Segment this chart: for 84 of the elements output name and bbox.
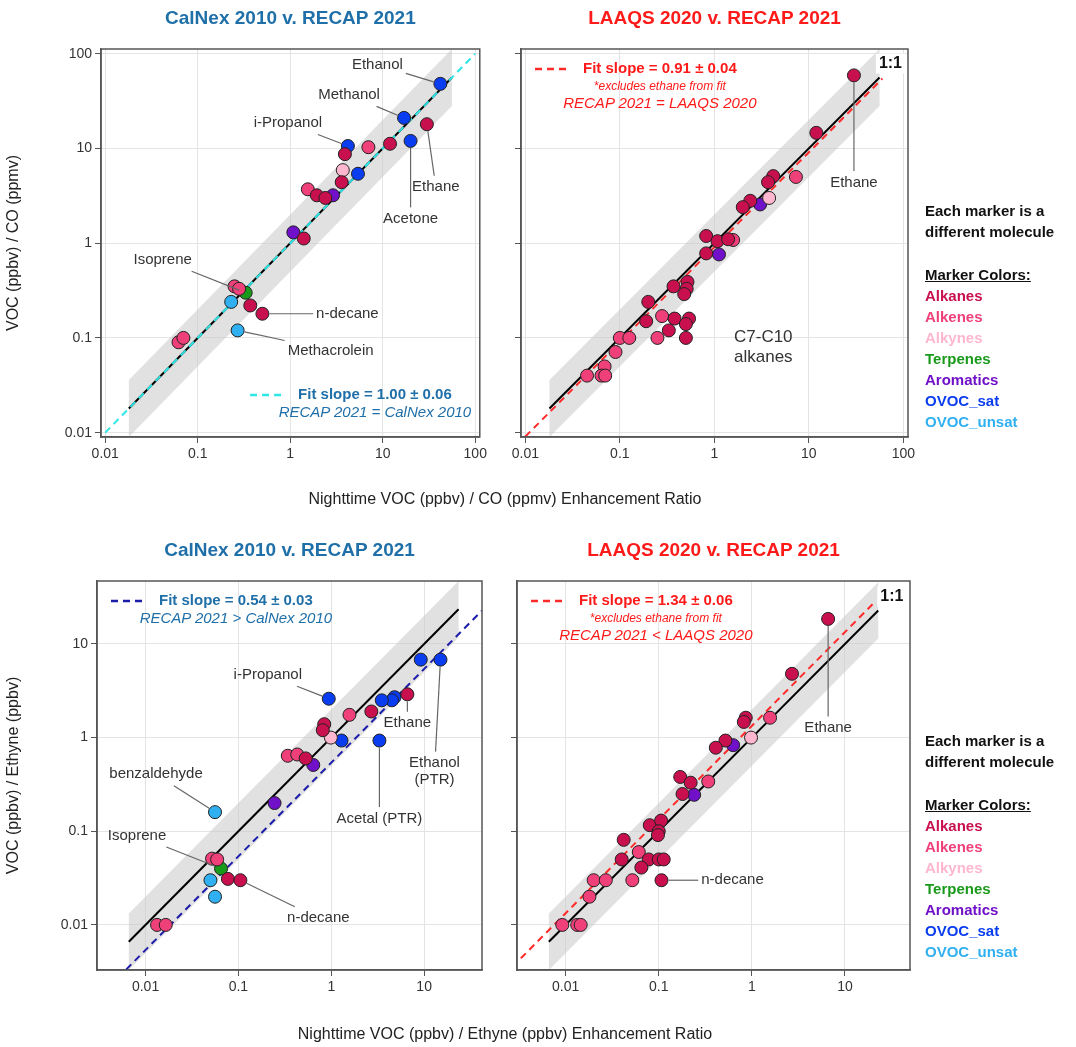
- annotation: *excludes ethane from fit: [589, 611, 723, 626]
- legend-label: Fit slope = 1.34 ± 0.06: [579, 591, 733, 609]
- series-label: 1:1: [880, 586, 904, 604]
- y-axis-title: VOC (ppbv) / CO (ppmv): [4, 154, 22, 332]
- y-axis-title: VOC (ppbv) / Ethyne (ppbv): [4, 676, 22, 875]
- annotation: Isoprene: [107, 825, 167, 843]
- text: Each marker is a different molecule: [925, 731, 1056, 772]
- text: OVOC_sat: [925, 921, 1001, 941]
- annotation: RECAP 2021 < LAAQS 2020: [559, 626, 754, 644]
- x-tick-label: 10: [416, 978, 433, 995]
- x-tick-label: 1: [327, 978, 336, 995]
- x-tick-label: 10: [837, 978, 853, 995]
- annotation: Ethane: [412, 177, 460, 195]
- text: Aromatics: [925, 900, 1000, 920]
- x-tick-label: 0.01: [131, 978, 160, 995]
- x-tick-label: 0.01: [511, 445, 540, 462]
- text: Terpenes: [925, 879, 992, 899]
- text: Alkenes: [925, 307, 984, 327]
- y-tick-label: 0.1: [68, 822, 89, 839]
- annotation: C7-C10 alkanes: [734, 327, 793, 367]
- annotation: Acetal (PTR): [336, 808, 423, 826]
- legend-title: Marker Colors:: [925, 795, 1032, 815]
- text: OVOC_unsat: [925, 942, 1019, 962]
- x-tick-label: 0.01: [91, 445, 120, 462]
- chart-title: CalNex 2010 v. RECAP 2021: [164, 539, 416, 561]
- text: OVOC_unsat: [925, 412, 1019, 432]
- annotation: benzaldehyde: [109, 764, 203, 782]
- x-tick-label: 0.1: [649, 978, 669, 995]
- x-tick-label: 0.1: [610, 445, 630, 462]
- y-tick-label: 10: [76, 139, 93, 156]
- chart-title: CalNex 2010 v. RECAP 2021: [165, 7, 417, 29]
- annotation: RECAP 2021 > CalNex 2010: [139, 609, 333, 627]
- annotation: Ethanol (PTR): [409, 753, 460, 788]
- x-tick-label: 1: [286, 445, 295, 462]
- x-tick-label: 10: [374, 445, 391, 462]
- annotation: Ethanol: [351, 55, 403, 73]
- text: Each marker is a different molecule: [925, 201, 1056, 242]
- x-tick-label: 1: [710, 445, 719, 462]
- text: Alkynes: [925, 858, 984, 878]
- y-tick-label: 1: [84, 234, 93, 251]
- text: Alkynes: [925, 328, 984, 348]
- x-tick-label: 100: [463, 445, 488, 462]
- x-axis-title: Nighttime VOC (ppbv) / CO (ppmv) Enhancement Ratio: [307, 490, 703, 508]
- annotation: Ethane: [804, 718, 852, 736]
- annotation: n-decane: [316, 303, 379, 321]
- annotation: Ethane: [830, 172, 878, 190]
- annotation: Acetone: [383, 209, 439, 227]
- text: Alkenes: [925, 837, 984, 857]
- annotation: i-Propanol: [253, 113, 323, 131]
- annotation: Isoprene: [133, 249, 192, 267]
- x-tick-label: 0.01: [552, 978, 580, 995]
- annotation: i-Propanol: [233, 664, 302, 682]
- x-axis-title: Nighttime VOC (ppbv) / Ethyne (ppbv) Enhancement Ratio: [296, 1025, 714, 1043]
- annotation: n-decane: [287, 908, 350, 926]
- legend-label: Fit slope = 0.91 ± 0.04: [583, 59, 738, 77]
- annotation: RECAP 2021 = LAAQS 2020: [563, 94, 758, 112]
- annotation: Methacrolein: [287, 340, 374, 358]
- x-tick-label: 100: [891, 445, 916, 462]
- y-tick-label: 100: [68, 44, 93, 61]
- chart-title: LAAQS 2020 v. RECAP 2021: [587, 539, 841, 561]
- y-tick-label: 10: [72, 634, 89, 651]
- y-tick-label: 0.01: [60, 915, 89, 932]
- x-tick-label: 10: [801, 445, 817, 462]
- y-tick-label: 0.01: [64, 423, 93, 440]
- text: Alkanes: [925, 286, 984, 306]
- text: Alkanes: [925, 816, 984, 836]
- series-label: 1:1: [878, 53, 903, 71]
- annotation: Ethane: [383, 713, 432, 731]
- chart-title: LAAQS 2020 v. RECAP 2021: [588, 7, 842, 29]
- text: OVOC_sat: [925, 391, 1001, 411]
- annotation: *excludes ethane from fit: [593, 79, 727, 94]
- x-tick-label: 0.1: [188, 445, 208, 462]
- annotation: Methanol: [318, 85, 380, 103]
- text: Terpenes: [925, 349, 992, 369]
- y-tick-label: 1: [80, 728, 89, 745]
- text: Aromatics: [925, 370, 1000, 390]
- x-tick-label: 1: [747, 978, 756, 995]
- legend-title: Marker Colors:: [925, 265, 1032, 285]
- y-tick-label: 0.1: [72, 328, 93, 345]
- x-tick-label: 0.1: [228, 978, 249, 995]
- legend-label: Fit slope = 0.54 ± 0.03: [159, 591, 313, 609]
- annotation: n-decane: [701, 870, 764, 888]
- legend-label: Fit slope = 1.00 ± 0.06: [298, 385, 452, 403]
- annotation: RECAP 2021 = CalNex 2010: [278, 403, 472, 421]
